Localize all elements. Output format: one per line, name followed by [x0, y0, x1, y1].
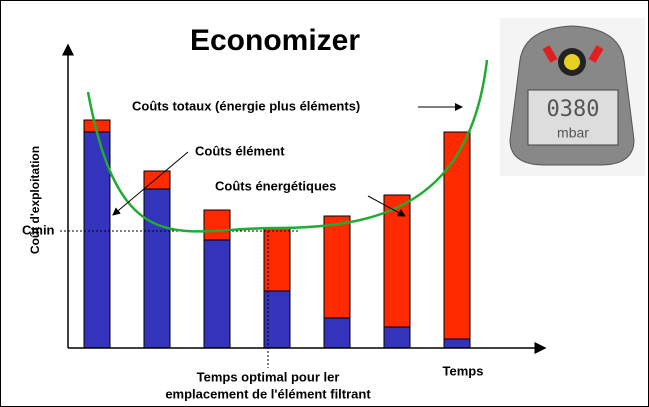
bar-segment: [384, 327, 410, 348]
x-axis-label: Temps: [443, 363, 484, 378]
annotation: Cmin: [22, 222, 55, 237]
bar-segment: [384, 195, 410, 327]
device-lamp-light: [564, 54, 580, 70]
annotation: Coûts énergétiques: [215, 178, 336, 193]
annotation: Coûts totaux (énergie plus éléments): [132, 98, 360, 113]
bar-segment: [204, 210, 230, 240]
device-unit: mbar: [557, 125, 589, 141]
bar-segment: [204, 240, 230, 348]
device-reading: 0380: [547, 97, 600, 122]
bar-segment: [444, 132, 470, 339]
y-axis-label: Coût d'exploitation: [28, 146, 42, 254]
bar-segment: [144, 189, 170, 348]
annotation: emplacement de l'élément filtrant: [165, 386, 371, 401]
device-image: 0380 mbar: [500, 18, 645, 176]
chart-title: Economizer: [190, 24, 360, 57]
bar-segment: [324, 216, 350, 318]
annotation: Coûts élément: [195, 143, 285, 158]
annotation: Temps optimal pour ler: [197, 369, 340, 384]
chart: Economizer Coût d'exploitation Temps Coû…: [0, 0, 649, 407]
bar-segment: [324, 318, 350, 348]
bar-segment: [444, 339, 470, 348]
